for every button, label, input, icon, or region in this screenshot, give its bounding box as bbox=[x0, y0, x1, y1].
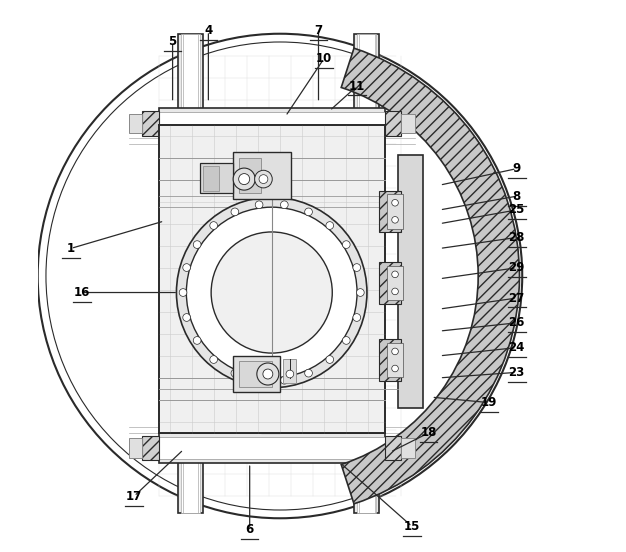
Bar bbox=[142, 111, 159, 136]
Text: 25: 25 bbox=[508, 204, 525, 216]
Circle shape bbox=[183, 314, 190, 321]
Bar bbox=[260, 419, 280, 433]
Bar bbox=[181, 34, 200, 513]
Circle shape bbox=[392, 216, 398, 223]
Text: 5: 5 bbox=[168, 35, 177, 49]
Circle shape bbox=[46, 42, 514, 510]
Bar bbox=[387, 266, 403, 300]
Text: 10: 10 bbox=[316, 52, 332, 65]
Text: 17: 17 bbox=[126, 490, 142, 503]
Circle shape bbox=[211, 232, 332, 353]
Bar bbox=[357, 34, 376, 513]
Circle shape bbox=[259, 174, 268, 183]
Text: 28: 28 bbox=[508, 231, 525, 244]
Circle shape bbox=[280, 201, 288, 209]
Circle shape bbox=[263, 369, 273, 379]
Circle shape bbox=[193, 337, 201, 344]
Text: 16: 16 bbox=[74, 286, 90, 299]
Circle shape bbox=[305, 369, 312, 377]
Circle shape bbox=[356, 289, 364, 296]
Text: 29: 29 bbox=[508, 261, 525, 274]
Text: 23: 23 bbox=[508, 366, 525, 379]
Text: 19: 19 bbox=[481, 396, 498, 409]
Bar bbox=[200, 163, 233, 193]
Bar bbox=[239, 361, 272, 387]
Bar bbox=[159, 108, 384, 139]
Bar bbox=[178, 34, 203, 513]
Bar bbox=[239, 158, 260, 193]
Circle shape bbox=[255, 201, 263, 209]
Circle shape bbox=[257, 363, 279, 385]
Text: 1: 1 bbox=[66, 242, 74, 255]
Circle shape bbox=[233, 168, 255, 190]
Text: 11: 11 bbox=[349, 79, 365, 93]
Text: 26: 26 bbox=[508, 316, 525, 330]
Circle shape bbox=[305, 208, 312, 216]
Circle shape bbox=[255, 376, 263, 384]
Circle shape bbox=[179, 289, 187, 296]
Text: 24: 24 bbox=[508, 341, 525, 354]
Circle shape bbox=[326, 355, 334, 363]
Circle shape bbox=[392, 365, 398, 372]
Bar bbox=[203, 166, 219, 190]
Bar bbox=[387, 343, 403, 378]
Bar bbox=[398, 155, 423, 408]
Bar bbox=[159, 437, 384, 459]
Bar bbox=[401, 114, 415, 133]
Circle shape bbox=[286, 370, 294, 378]
Bar bbox=[379, 339, 401, 381]
Bar bbox=[401, 438, 415, 458]
Circle shape bbox=[392, 288, 398, 295]
Circle shape bbox=[210, 355, 217, 363]
Text: 8: 8 bbox=[513, 190, 521, 203]
Circle shape bbox=[193, 241, 201, 248]
Bar bbox=[354, 34, 379, 513]
Bar bbox=[233, 152, 291, 199]
Bar bbox=[387, 194, 403, 229]
Text: 18: 18 bbox=[421, 427, 437, 439]
Circle shape bbox=[392, 271, 398, 278]
Circle shape bbox=[187, 207, 357, 378]
Bar bbox=[128, 114, 142, 133]
Circle shape bbox=[353, 314, 361, 321]
Bar bbox=[379, 262, 401, 304]
Bar bbox=[384, 111, 401, 136]
Bar bbox=[142, 436, 159, 460]
Bar bbox=[283, 359, 297, 384]
Wedge shape bbox=[341, 48, 520, 504]
Text: 9: 9 bbox=[513, 162, 521, 175]
Circle shape bbox=[392, 348, 398, 355]
Text: 15: 15 bbox=[404, 520, 420, 533]
Circle shape bbox=[326, 222, 334, 230]
Circle shape bbox=[177, 197, 367, 388]
Bar bbox=[233, 356, 280, 391]
Circle shape bbox=[255, 170, 272, 188]
Circle shape bbox=[392, 199, 398, 206]
Circle shape bbox=[342, 337, 350, 344]
Bar bbox=[128, 438, 142, 458]
Circle shape bbox=[353, 264, 361, 272]
Bar bbox=[159, 125, 384, 433]
Circle shape bbox=[231, 208, 239, 216]
Text: 4: 4 bbox=[204, 24, 212, 38]
Text: 7: 7 bbox=[314, 24, 322, 38]
Bar bbox=[384, 436, 401, 460]
Bar bbox=[379, 190, 401, 232]
Bar bbox=[159, 433, 384, 463]
Circle shape bbox=[183, 264, 190, 272]
Circle shape bbox=[239, 173, 250, 184]
Circle shape bbox=[231, 369, 239, 377]
Text: 6: 6 bbox=[245, 523, 254, 536]
Bar bbox=[159, 113, 384, 134]
Circle shape bbox=[210, 222, 217, 230]
Circle shape bbox=[38, 34, 522, 518]
Circle shape bbox=[280, 376, 288, 384]
Text: 27: 27 bbox=[508, 291, 525, 305]
Circle shape bbox=[342, 241, 350, 248]
